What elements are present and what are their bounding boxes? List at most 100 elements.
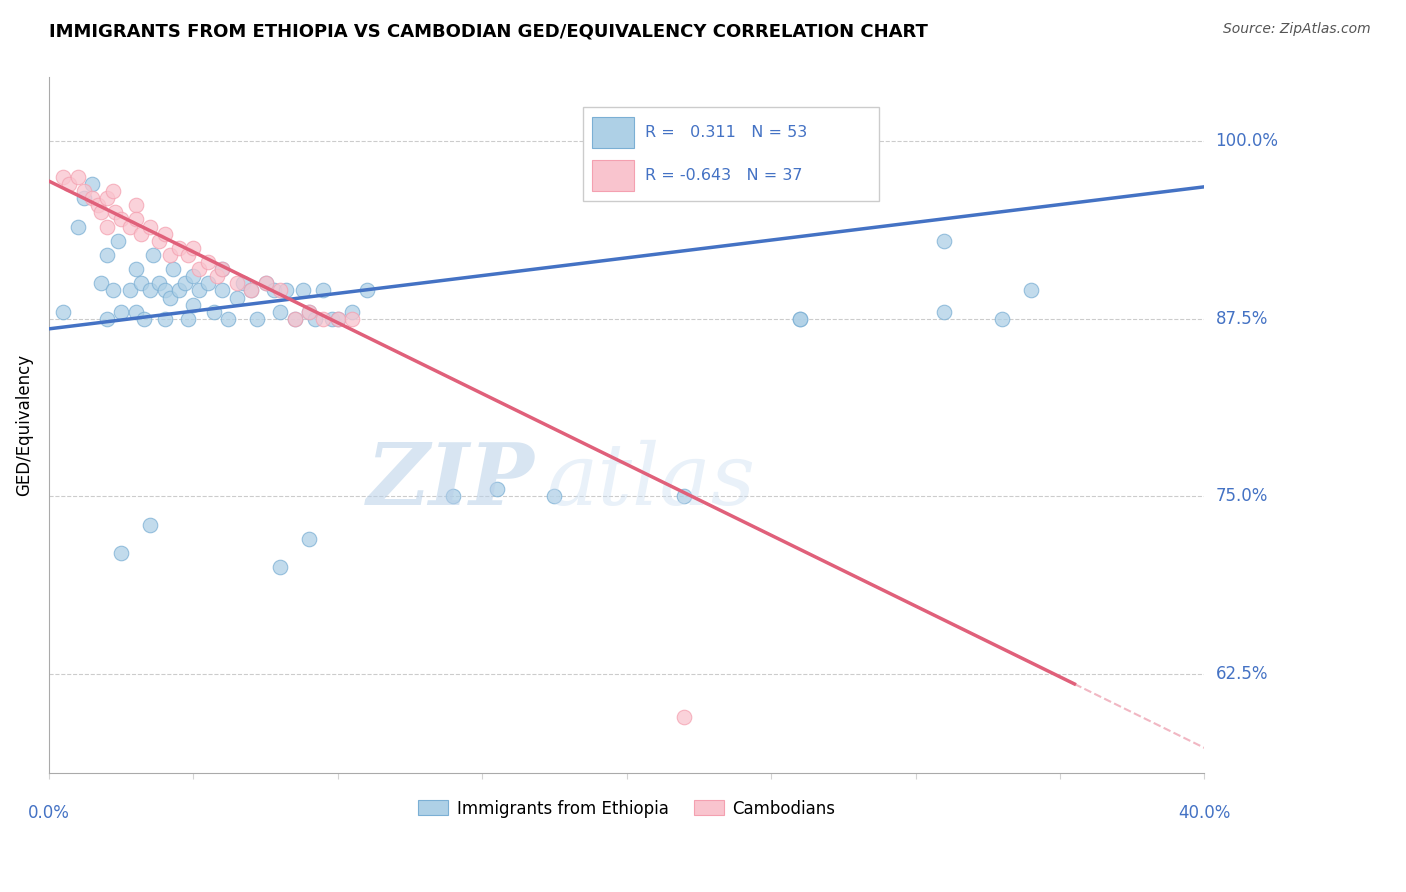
Point [124, 198, 146, 212]
Legend: Immigrants from Ethiopia, Cambodians: Immigrants from Ethiopia, Cambodians [412, 793, 842, 824]
Point [326, 312, 349, 326]
Text: atlas: atlas [546, 440, 755, 523]
Point [269, 560, 291, 574]
Point [991, 312, 1014, 326]
Point [225, 291, 247, 305]
Point [131, 227, 153, 241]
Point [441, 490, 464, 504]
Point [183, 298, 205, 312]
Point [1019, 284, 1042, 298]
Point [139, 284, 162, 298]
Point [52, 169, 75, 184]
Point [159, 291, 181, 305]
Point [142, 248, 165, 262]
Point [131, 277, 153, 291]
Point [197, 255, 219, 269]
Point [183, 241, 205, 255]
Y-axis label: GED/Equivalency: GED/Equivalency [15, 354, 32, 497]
Point [326, 312, 349, 326]
Text: 62.5%: 62.5% [1216, 665, 1268, 683]
Point [159, 248, 181, 262]
Point [96, 191, 118, 205]
Text: 100.0%: 100.0% [1216, 132, 1278, 151]
Point [124, 262, 146, 277]
Point [202, 305, 225, 319]
Point [205, 269, 228, 284]
Point [283, 312, 305, 326]
Point [66, 169, 89, 184]
Point [283, 312, 305, 326]
Point [298, 532, 321, 546]
Point [58, 177, 80, 191]
Point [110, 212, 132, 227]
Point [110, 305, 132, 319]
Point [298, 305, 321, 319]
Point [104, 205, 127, 219]
Point [148, 234, 170, 248]
Point [225, 277, 247, 291]
Point [269, 284, 291, 298]
Point [101, 284, 124, 298]
Text: 87.5%: 87.5% [1216, 310, 1268, 328]
Text: 0.0%: 0.0% [28, 804, 70, 822]
Point [356, 284, 378, 298]
Point [162, 262, 184, 277]
Point [66, 219, 89, 234]
Point [148, 277, 170, 291]
Point [96, 312, 118, 326]
Point [254, 277, 277, 291]
Point [118, 284, 141, 298]
Point [342, 305, 364, 319]
Point [342, 312, 364, 326]
FancyBboxPatch shape [583, 107, 879, 201]
Point [298, 305, 321, 319]
Point [96, 219, 118, 234]
Point [292, 284, 315, 298]
Point [139, 517, 162, 532]
Point [124, 305, 146, 319]
Point [217, 312, 239, 326]
Text: R =   0.311   N = 53: R = 0.311 N = 53 [645, 125, 807, 140]
Point [72, 184, 94, 198]
Point [139, 219, 162, 234]
Point [321, 312, 343, 326]
Point [82, 191, 104, 205]
Point [673, 709, 696, 723]
Point [118, 219, 141, 234]
Point [789, 312, 811, 326]
Point [274, 284, 297, 298]
Point [312, 312, 335, 326]
Point [211, 262, 233, 277]
Point [183, 269, 205, 284]
Point [269, 305, 291, 319]
Point [304, 312, 326, 326]
Point [211, 284, 233, 298]
Text: R = -0.643   N = 37: R = -0.643 N = 37 [645, 169, 803, 184]
Point [176, 248, 198, 262]
Bar [592, 161, 634, 191]
Point [240, 284, 263, 298]
Point [124, 212, 146, 227]
Point [254, 277, 277, 291]
Point [96, 248, 118, 262]
Bar [592, 118, 634, 148]
Point [543, 490, 565, 504]
Point [167, 241, 190, 255]
Text: IMMIGRANTS FROM ETHIOPIA VS CAMBODIAN GED/EQUIVALENCY CORRELATION CHART: IMMIGRANTS FROM ETHIOPIA VS CAMBODIAN GE… [49, 22, 928, 40]
Text: ZIP: ZIP [367, 440, 534, 523]
Point [188, 262, 211, 277]
Point [312, 284, 335, 298]
Point [90, 277, 112, 291]
Point [153, 284, 176, 298]
Point [673, 490, 696, 504]
Point [934, 234, 956, 248]
Point [246, 312, 269, 326]
Point [82, 177, 104, 191]
Point [87, 198, 110, 212]
Point [167, 284, 190, 298]
Point [231, 277, 253, 291]
Text: Source: ZipAtlas.com: Source: ZipAtlas.com [1223, 22, 1371, 37]
Point [197, 277, 219, 291]
Point [934, 305, 956, 319]
Text: 40.0%: 40.0% [1178, 804, 1230, 822]
